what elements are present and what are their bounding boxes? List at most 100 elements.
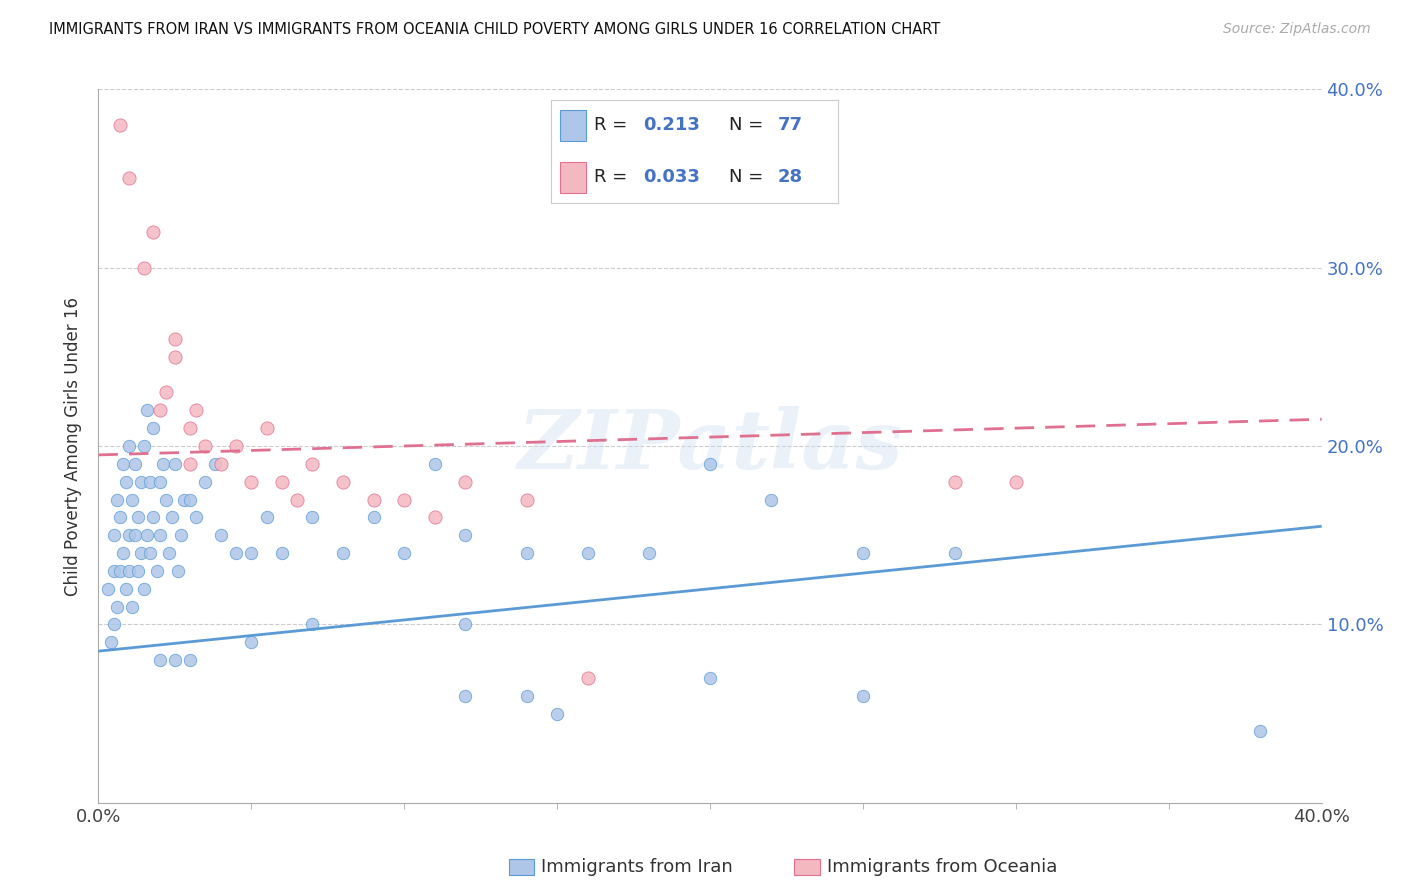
Point: [186, 510, 208, 524]
Point: [454, 689, 477, 703]
Point: [134, 260, 156, 275]
Point: [105, 492, 128, 507]
Point: [225, 546, 247, 560]
Point: [129, 475, 152, 489]
Point: [115, 582, 138, 596]
Point: [270, 546, 292, 560]
Point: [943, 475, 966, 489]
Point: [576, 546, 599, 560]
Point: [118, 528, 141, 542]
Point: [454, 475, 477, 489]
Point: [256, 510, 278, 524]
Point: [576, 671, 599, 685]
Point: [124, 528, 146, 542]
Point: [115, 475, 138, 489]
Y-axis label: Child Poverty Among Girls Under 16: Child Poverty Among Girls Under 16: [65, 296, 83, 596]
Point: [179, 653, 201, 667]
Point: [209, 528, 232, 542]
Point: [209, 457, 232, 471]
Point: [301, 617, 323, 632]
Point: [1249, 724, 1271, 739]
Point: [170, 528, 193, 542]
Point: [142, 225, 165, 239]
Point: [118, 171, 141, 186]
Point: [301, 457, 323, 471]
Point: [121, 599, 143, 614]
Point: [127, 510, 149, 524]
Point: [105, 599, 128, 614]
Point: [103, 617, 125, 632]
Point: [204, 457, 226, 471]
Point: [160, 510, 183, 524]
Point: [124, 457, 146, 471]
Point: [136, 403, 159, 417]
Point: [186, 403, 208, 417]
Point: [173, 492, 195, 507]
Point: [108, 510, 131, 524]
Text: IMMIGRANTS FROM IRAN VS IMMIGRANTS FROM OCEANIA CHILD POVERTY AMONG GIRLS UNDER : IMMIGRANTS FROM IRAN VS IMMIGRANTS FROM …: [49, 22, 941, 37]
Point: [454, 617, 477, 632]
Point: [134, 582, 156, 596]
Point: [149, 528, 172, 542]
Point: [423, 510, 446, 524]
Point: [285, 492, 308, 507]
Point: [852, 546, 875, 560]
Point: [111, 546, 134, 560]
Text: Source: ZipAtlas.com: Source: ZipAtlas.com: [1223, 22, 1371, 37]
Point: [163, 457, 186, 471]
Point: [163, 350, 186, 364]
Point: [516, 689, 538, 703]
Point: [516, 546, 538, 560]
Point: [637, 546, 661, 560]
Point: [145, 564, 167, 578]
Point: [240, 635, 263, 649]
Point: [134, 439, 156, 453]
Point: [97, 582, 120, 596]
Point: [139, 475, 162, 489]
Point: [256, 421, 278, 435]
Point: [270, 475, 292, 489]
Point: [363, 510, 385, 524]
Point: [129, 546, 152, 560]
Point: [194, 475, 217, 489]
Point: [163, 653, 186, 667]
Point: [332, 546, 354, 560]
Point: [240, 546, 263, 560]
Point: [179, 421, 201, 435]
Point: [155, 385, 177, 400]
Point: [103, 528, 125, 542]
Point: [136, 528, 159, 542]
Point: [179, 457, 201, 471]
Point: [516, 492, 538, 507]
Point: [363, 492, 385, 507]
Point: [118, 564, 141, 578]
Point: [943, 546, 966, 560]
Point: [152, 457, 174, 471]
Point: [167, 564, 190, 578]
Point: [149, 653, 172, 667]
Point: [546, 706, 568, 721]
Point: [157, 546, 180, 560]
Point: [194, 439, 217, 453]
Point: [454, 528, 477, 542]
Point: [163, 332, 186, 346]
Point: [100, 635, 122, 649]
Point: [121, 492, 143, 507]
Point: [149, 403, 172, 417]
Point: [111, 457, 134, 471]
Point: [127, 564, 149, 578]
Text: ZIPatlas: ZIPatlas: [517, 406, 903, 486]
Point: [108, 564, 131, 578]
Text: Immigrants from Iran: Immigrants from Iran: [541, 858, 733, 876]
Point: [699, 457, 721, 471]
Text: Immigrants from Oceania: Immigrants from Oceania: [827, 858, 1057, 876]
Point: [1004, 475, 1026, 489]
Point: [392, 492, 416, 507]
Point: [225, 439, 247, 453]
Point: [332, 475, 354, 489]
Point: [108, 118, 131, 132]
Point: [852, 689, 875, 703]
Point: [699, 671, 721, 685]
Point: [759, 492, 782, 507]
Point: [118, 439, 141, 453]
